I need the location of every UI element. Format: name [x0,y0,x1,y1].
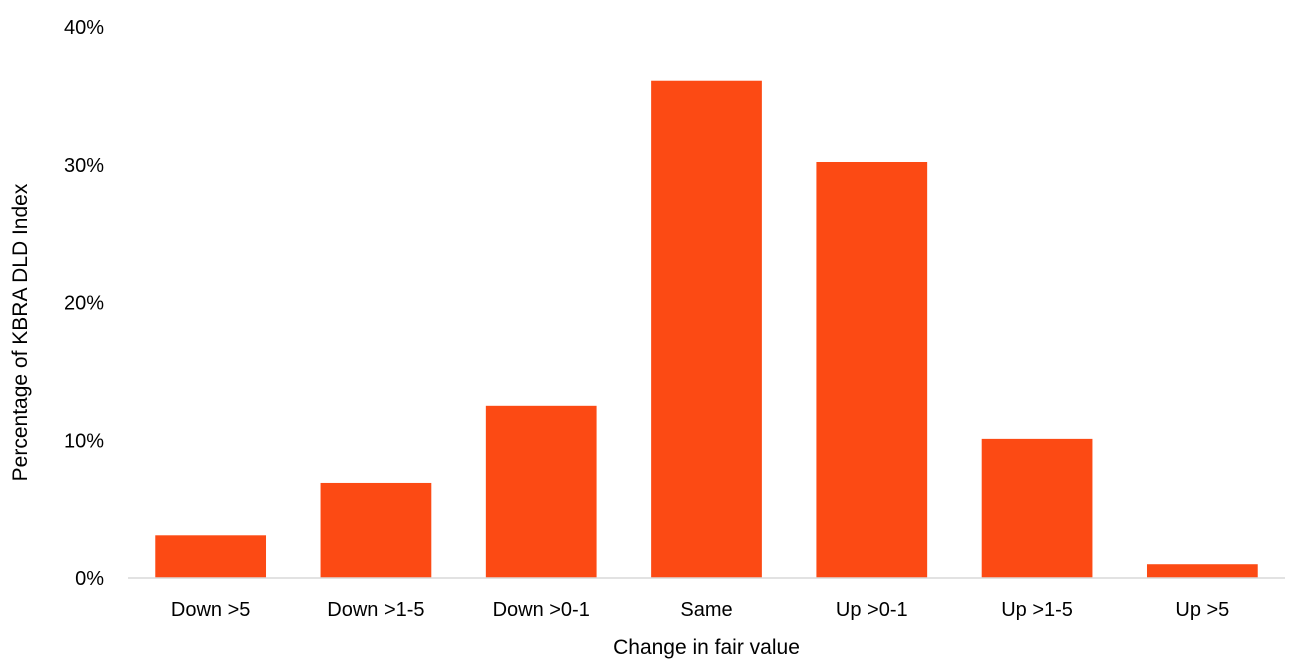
bar [651,80,762,578]
x-axis-category-labels: Down >5 Down >1-5 Down >0-1 Same Up >0-1 Up >… [171,599,1229,621]
x-axis-title: Change in fair value [613,636,800,659]
y-tick-label: 0% [75,568,104,590]
x-tick-label: Down >1-5 [327,599,424,621]
x-tick-label: Same [680,599,732,621]
bar [816,161,928,578]
bar [1146,564,1258,578]
bar [155,535,267,578]
x-tick-label: Up >5 [1175,599,1229,621]
bar [320,482,432,578]
y-tick-label: 10% [64,430,104,452]
y-tick-label: 30% [64,155,104,177]
y-axis-title: Percentage of KBRA DLD Index [9,183,32,481]
x-tick-label: Up >1-5 [1001,599,1073,621]
bar [981,438,1093,578]
bars [155,80,1258,578]
y-axis-ticks: 0% 10% 20% 30% 40% [64,17,104,590]
y-tick-label: 40% [64,17,104,39]
x-tick-label: Down >5 [171,599,251,621]
y-tick-label: 20% [64,293,104,315]
bar [485,405,597,578]
x-tick-label: Down >0-1 [493,599,590,621]
x-tick-label: Up >0-1 [836,599,908,621]
